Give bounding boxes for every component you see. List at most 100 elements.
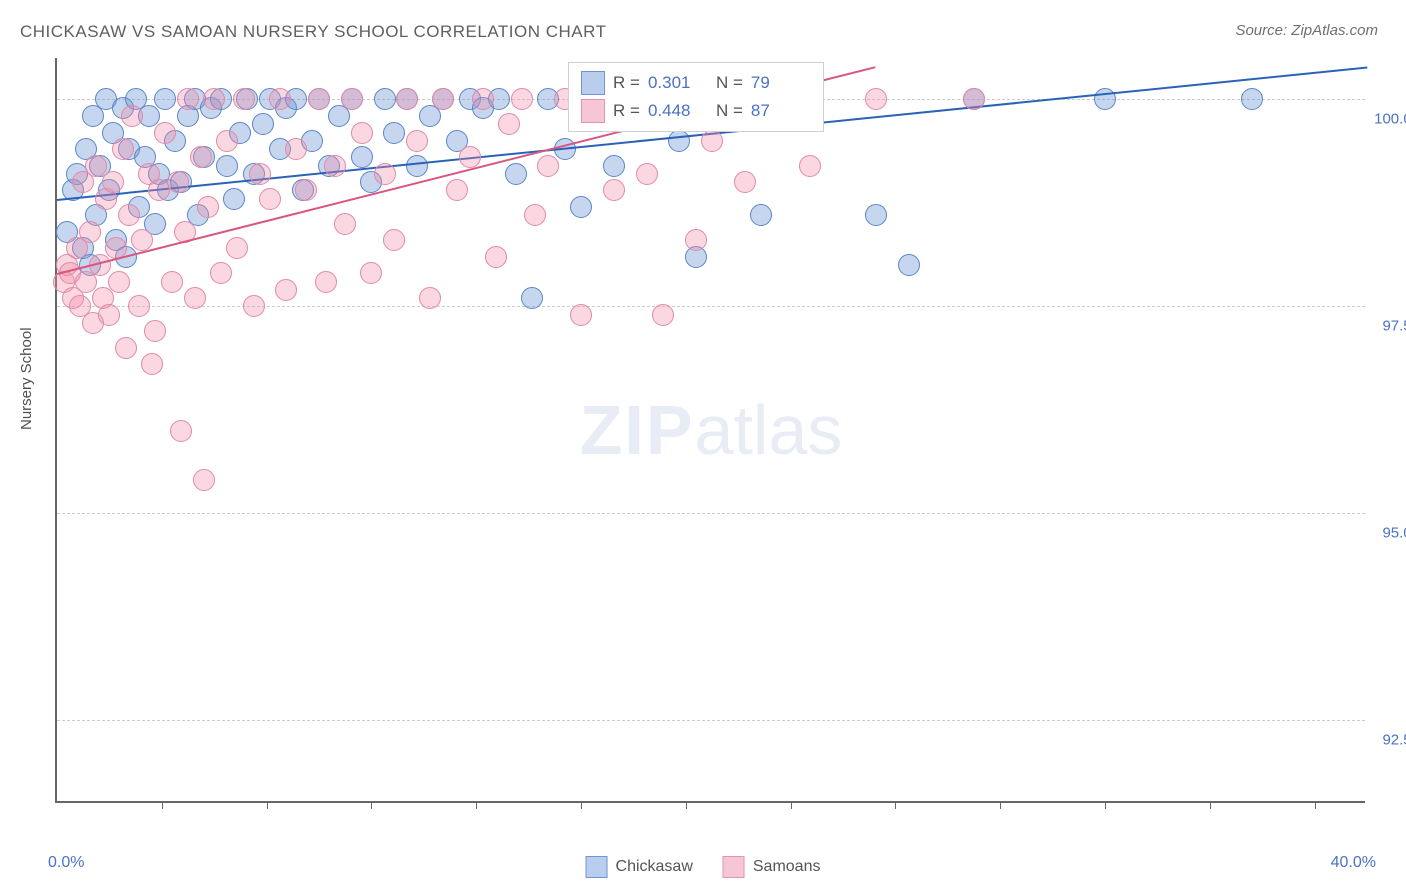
legend-label: Chickasaw — [616, 858, 693, 875]
scatter-point — [374, 163, 396, 185]
scatter-point — [701, 130, 723, 152]
scatter-point — [898, 254, 920, 276]
x-min-label: 0.0% — [48, 854, 84, 872]
stats-row: R =0.448N =87 — [581, 97, 811, 125]
scatter-point — [115, 337, 137, 359]
scatter-point — [351, 146, 373, 168]
y-tick-label: 97.5% — [1370, 318, 1406, 335]
y-tick-label: 95.0% — [1370, 525, 1406, 542]
scatter-point — [406, 155, 428, 177]
scatter-point — [154, 88, 176, 110]
scatter-point — [374, 88, 396, 110]
scatter-point — [406, 130, 428, 152]
scatter-point — [102, 171, 124, 193]
x-tick — [1210, 801, 1211, 809]
x-tick — [1105, 801, 1106, 809]
scatter-point — [216, 155, 238, 177]
scatter-point — [243, 295, 265, 317]
scatter-point — [131, 229, 153, 251]
scatter-point — [210, 262, 232, 284]
stats-row: R =0.301N =79 — [581, 69, 811, 97]
scatter-point — [505, 163, 527, 185]
plot-area: ZIPatlas 100.0%97.5%95.0%92.5% — [55, 58, 1365, 803]
scatter-point — [324, 155, 346, 177]
gridline-h — [57, 513, 1365, 514]
scatter-point — [108, 271, 130, 293]
scatter-point — [226, 237, 248, 259]
scatter-point — [459, 146, 481, 168]
scatter-point — [603, 179, 625, 201]
x-tick — [1000, 801, 1001, 809]
legend-bottom: Chickasaw Samoans — [586, 856, 821, 878]
scatter-point — [351, 122, 373, 144]
chart-title: CHICKASAW VS SAMOAN NURSERY SCHOOL CORRE… — [20, 22, 606, 42]
scatter-point — [383, 229, 405, 251]
scatter-point — [216, 130, 238, 152]
x-max-label: 40.0% — [1331, 854, 1376, 872]
scatter-point — [570, 196, 592, 218]
stat-r-value: 0.448 — [648, 101, 708, 121]
scatter-point — [446, 179, 468, 201]
y-tick-label: 92.5% — [1370, 732, 1406, 749]
scatter-point — [161, 271, 183, 293]
scatter-point — [521, 287, 543, 309]
scatter-point — [233, 88, 255, 110]
x-tick — [267, 801, 268, 809]
legend-swatch — [581, 99, 605, 123]
scatter-point — [275, 279, 297, 301]
y-axis-label: Nursery School — [18, 327, 35, 430]
scatter-point — [285, 138, 307, 160]
scatter-point — [259, 188, 281, 210]
scatter-point — [249, 163, 271, 185]
legend-swatch — [586, 856, 608, 878]
scatter-point — [341, 88, 363, 110]
y-tick-label: 100.0% — [1370, 111, 1406, 128]
x-tick — [1315, 801, 1316, 809]
x-tick — [371, 801, 372, 809]
x-tick — [162, 801, 163, 809]
scatter-point — [193, 469, 215, 491]
scatter-point — [184, 287, 206, 309]
scatter-point — [141, 353, 163, 375]
legend-item: Chickasaw — [586, 856, 693, 878]
watermark-bold: ZIP — [580, 391, 695, 469]
gridline-h — [57, 720, 1365, 721]
stat-r-label: R = — [613, 101, 640, 121]
scatter-point — [498, 113, 520, 135]
scatter-point — [177, 88, 199, 110]
scatter-point — [636, 163, 658, 185]
scatter-point — [570, 304, 592, 326]
watermark-rest: atlas — [695, 391, 843, 469]
source-label: Source: ZipAtlas.com — [1235, 22, 1378, 39]
scatter-point — [668, 130, 690, 152]
stat-n-label: N = — [716, 101, 743, 121]
scatter-point — [750, 204, 772, 226]
scatter-point — [121, 105, 143, 127]
scatter-point — [865, 88, 887, 110]
scatter-point — [118, 204, 140, 226]
scatter-point — [170, 420, 192, 442]
scatter-point — [334, 213, 356, 235]
watermark: ZIPatlas — [580, 390, 843, 470]
legend-label: Samoans — [753, 858, 821, 875]
stat-r-value: 0.301 — [648, 73, 708, 93]
scatter-point — [603, 155, 625, 177]
scatter-point — [865, 204, 887, 226]
legend-swatch — [581, 71, 605, 95]
scatter-point — [511, 88, 533, 110]
stat-r-label: R = — [613, 73, 640, 93]
scatter-point — [383, 122, 405, 144]
scatter-point — [799, 155, 821, 177]
x-tick — [686, 801, 687, 809]
scatter-point — [98, 304, 120, 326]
scatter-point — [154, 122, 176, 144]
scatter-point — [128, 295, 150, 317]
scatter-point — [167, 171, 189, 193]
scatter-point — [295, 179, 317, 201]
scatter-point — [269, 88, 291, 110]
scatter-point — [419, 287, 441, 309]
scatter-point — [396, 88, 418, 110]
x-tick — [895, 801, 896, 809]
scatter-point — [79, 221, 101, 243]
scatter-point — [472, 88, 494, 110]
